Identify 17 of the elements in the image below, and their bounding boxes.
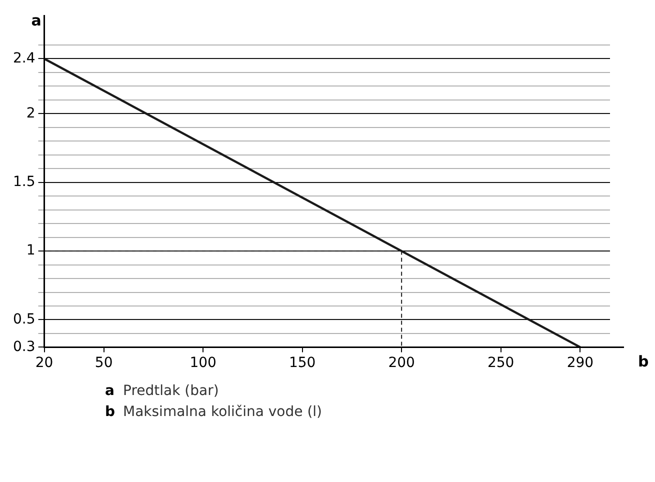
text: b Maksimalna količina vode (l)	[105, 403, 324, 422]
x-tick-label: 150	[288, 355, 316, 372]
x-tick-label: 20	[35, 355, 54, 372]
x-tick-label: 200	[388, 355, 415, 372]
x-tick-label: 50	[94, 355, 113, 372]
y-tick-label: 1	[26, 242, 36, 259]
text: a Predtlak (bar)	[105, 382, 220, 401]
y-tick-label: 2.4	[13, 50, 36, 66]
y-tick-label: 2	[26, 105, 36, 122]
x-tick-label: 100	[190, 355, 216, 372]
y-axis-title: a	[31, 11, 42, 30]
x-tick-label: 290	[566, 355, 594, 372]
x-tick-label: 250	[487, 355, 514, 372]
y-tick-label: 0.3	[13, 338, 36, 355]
y-tick-label: 1.5	[13, 174, 36, 190]
x-axis-title: b	[638, 352, 649, 371]
y-tick-label: 0.5	[13, 311, 36, 328]
